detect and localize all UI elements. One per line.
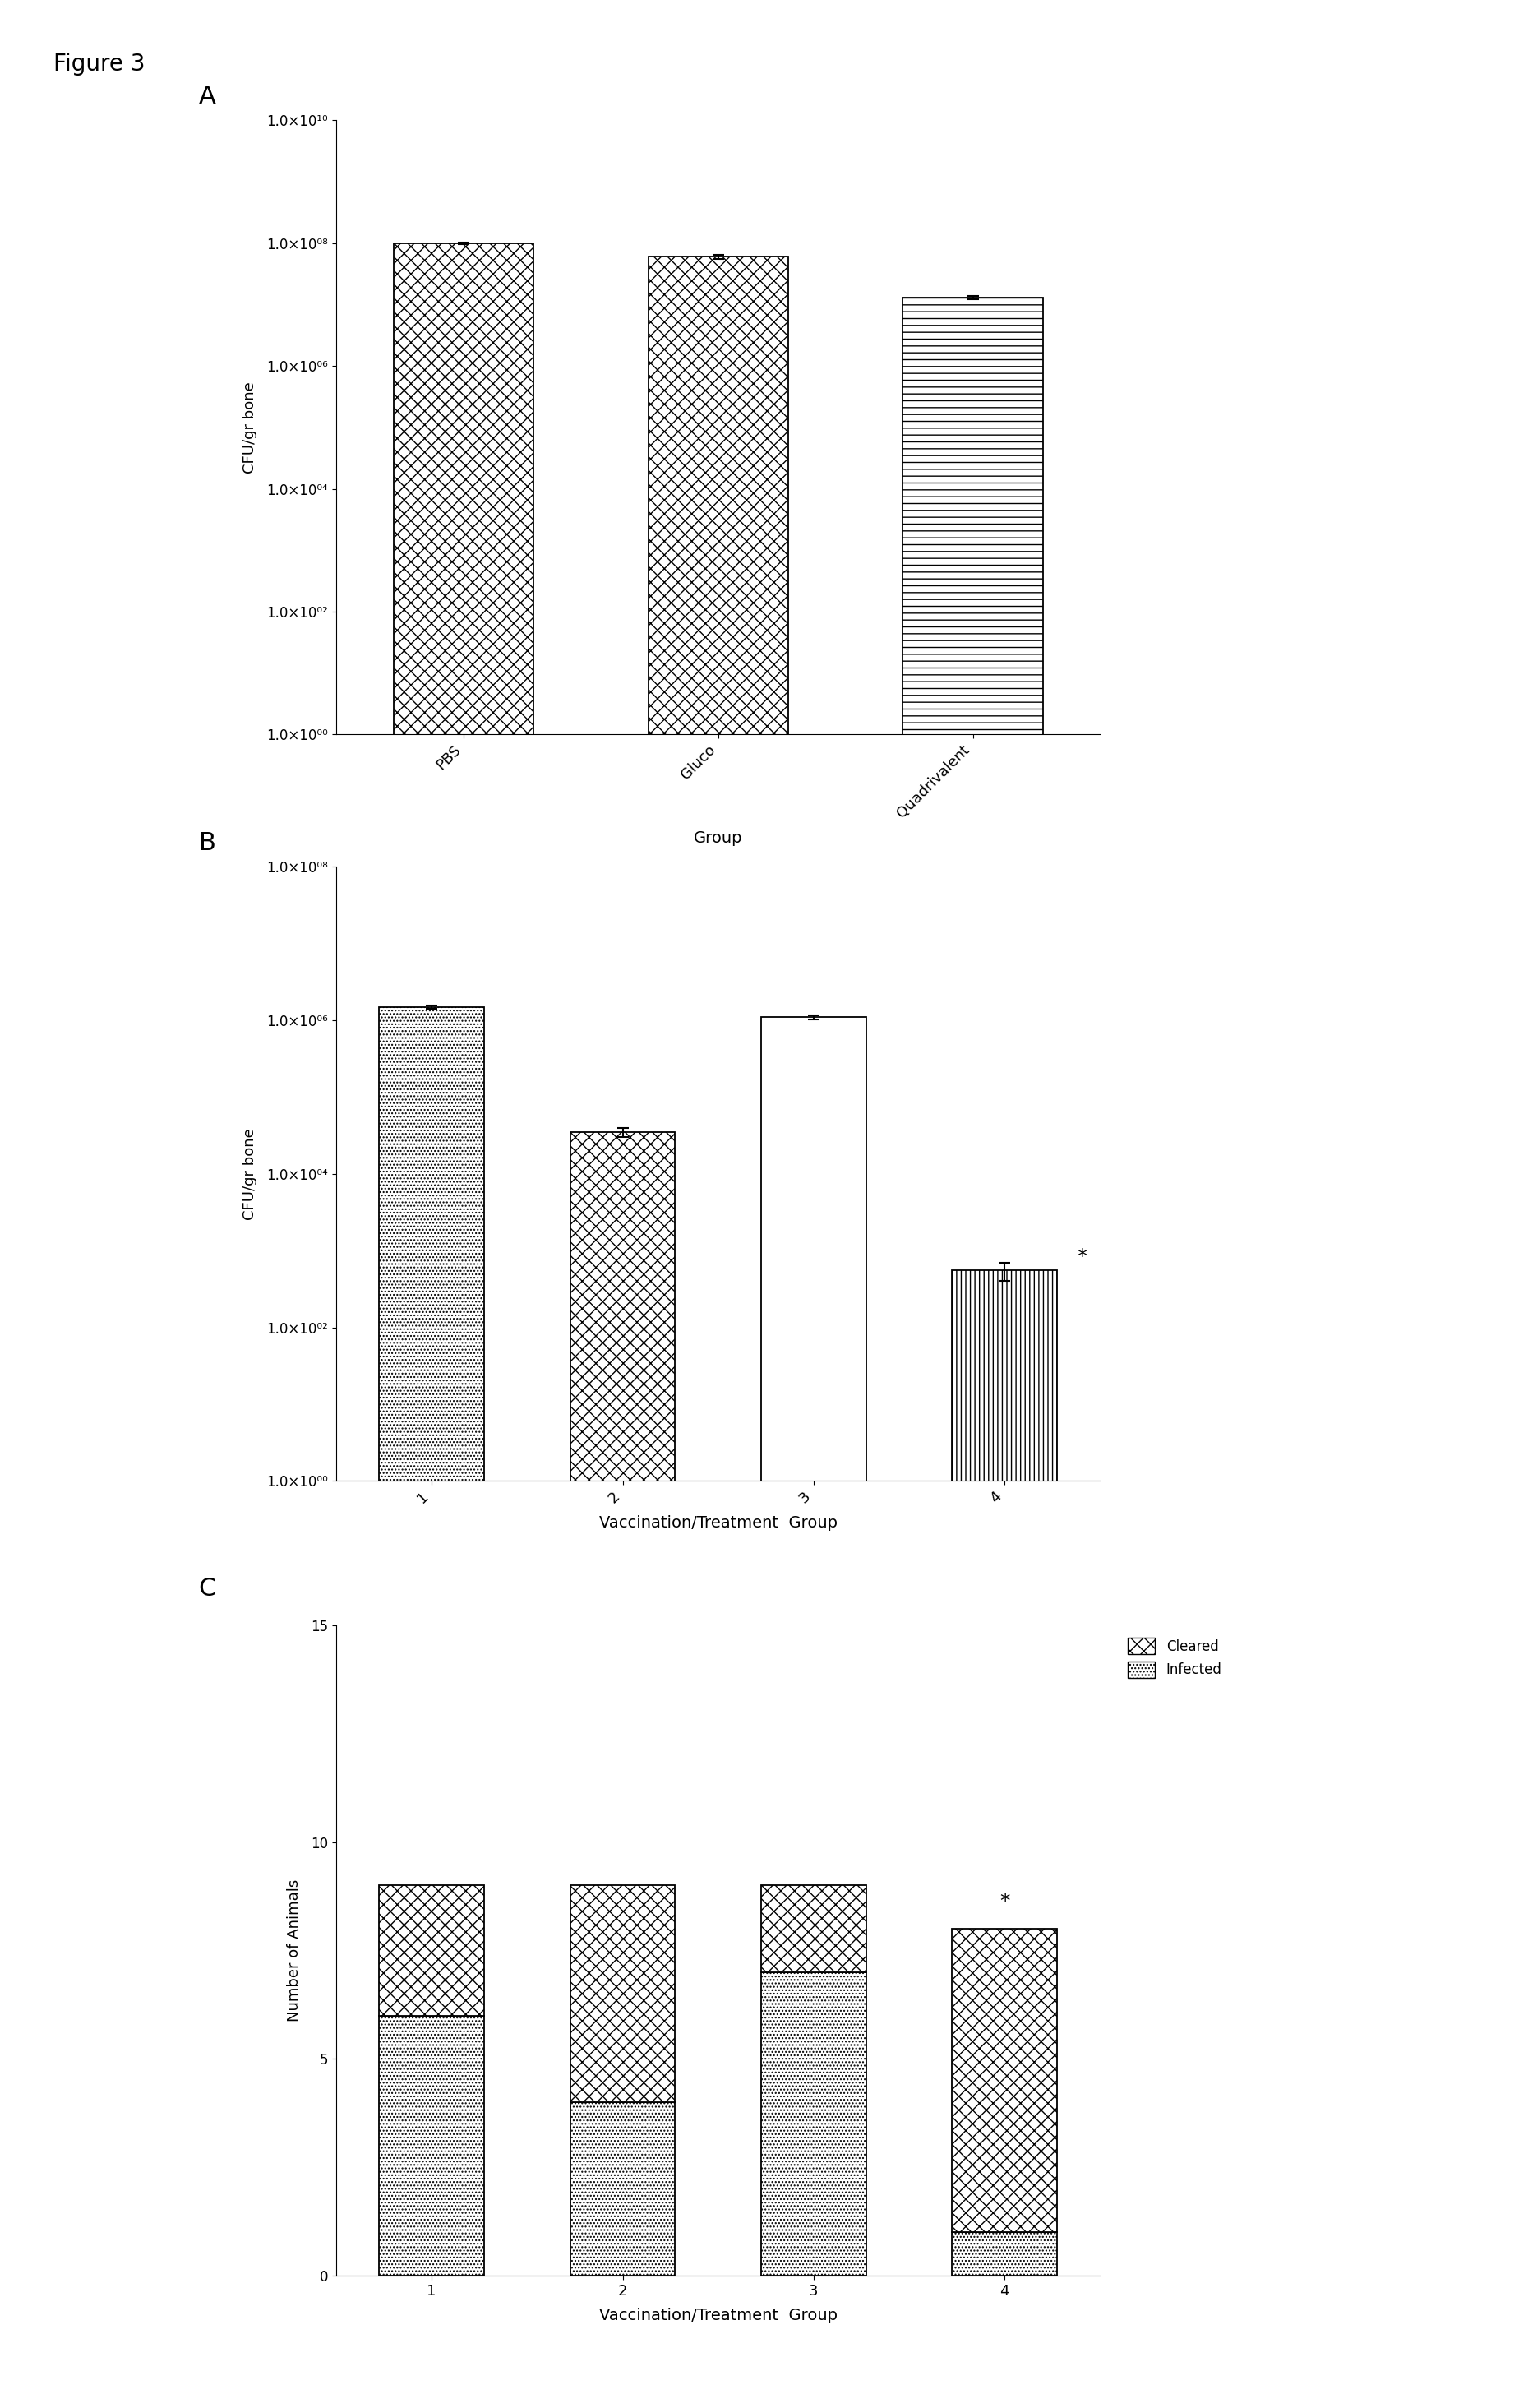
Bar [952,2232,1057,2276]
Text: C: C [199,1577,215,1601]
Bar [570,1885,675,2102]
Text: A: A [199,84,215,108]
Legend: Cleared, Infected: Cleared, Infected [1122,1633,1227,1683]
X-axis label: Vaccination/Treatment  Group: Vaccination/Treatment Group [599,2307,837,2324]
Bar [379,1007,484,2408]
Text: *: * [999,1893,1010,1912]
Bar [570,2102,675,2276]
Text: *: * [1077,1247,1088,1267]
Y-axis label: CFU/gr bone: CFU/gr bone [243,380,258,474]
Bar [761,1016,866,2408]
Bar [379,2015,484,2276]
Text: B: B [199,831,215,855]
Bar [393,243,533,2408]
Bar [761,1972,866,2276]
Y-axis label: CFU/gr bone: CFU/gr bone [243,1127,258,1221]
X-axis label: Vaccination/Treatment  Group: Vaccination/Treatment Group [599,1515,837,1531]
Y-axis label: Number of Animals: Number of Animals [287,1878,301,2023]
Bar [648,258,788,2408]
Bar [379,1885,484,2015]
Bar [570,1132,675,2408]
Bar [903,299,1042,2408]
X-axis label: Group: Group [694,831,743,845]
Bar [761,1885,866,1972]
Bar [952,1929,1057,2232]
Text: Figure 3: Figure 3 [53,53,145,77]
Bar [952,1271,1057,2408]
